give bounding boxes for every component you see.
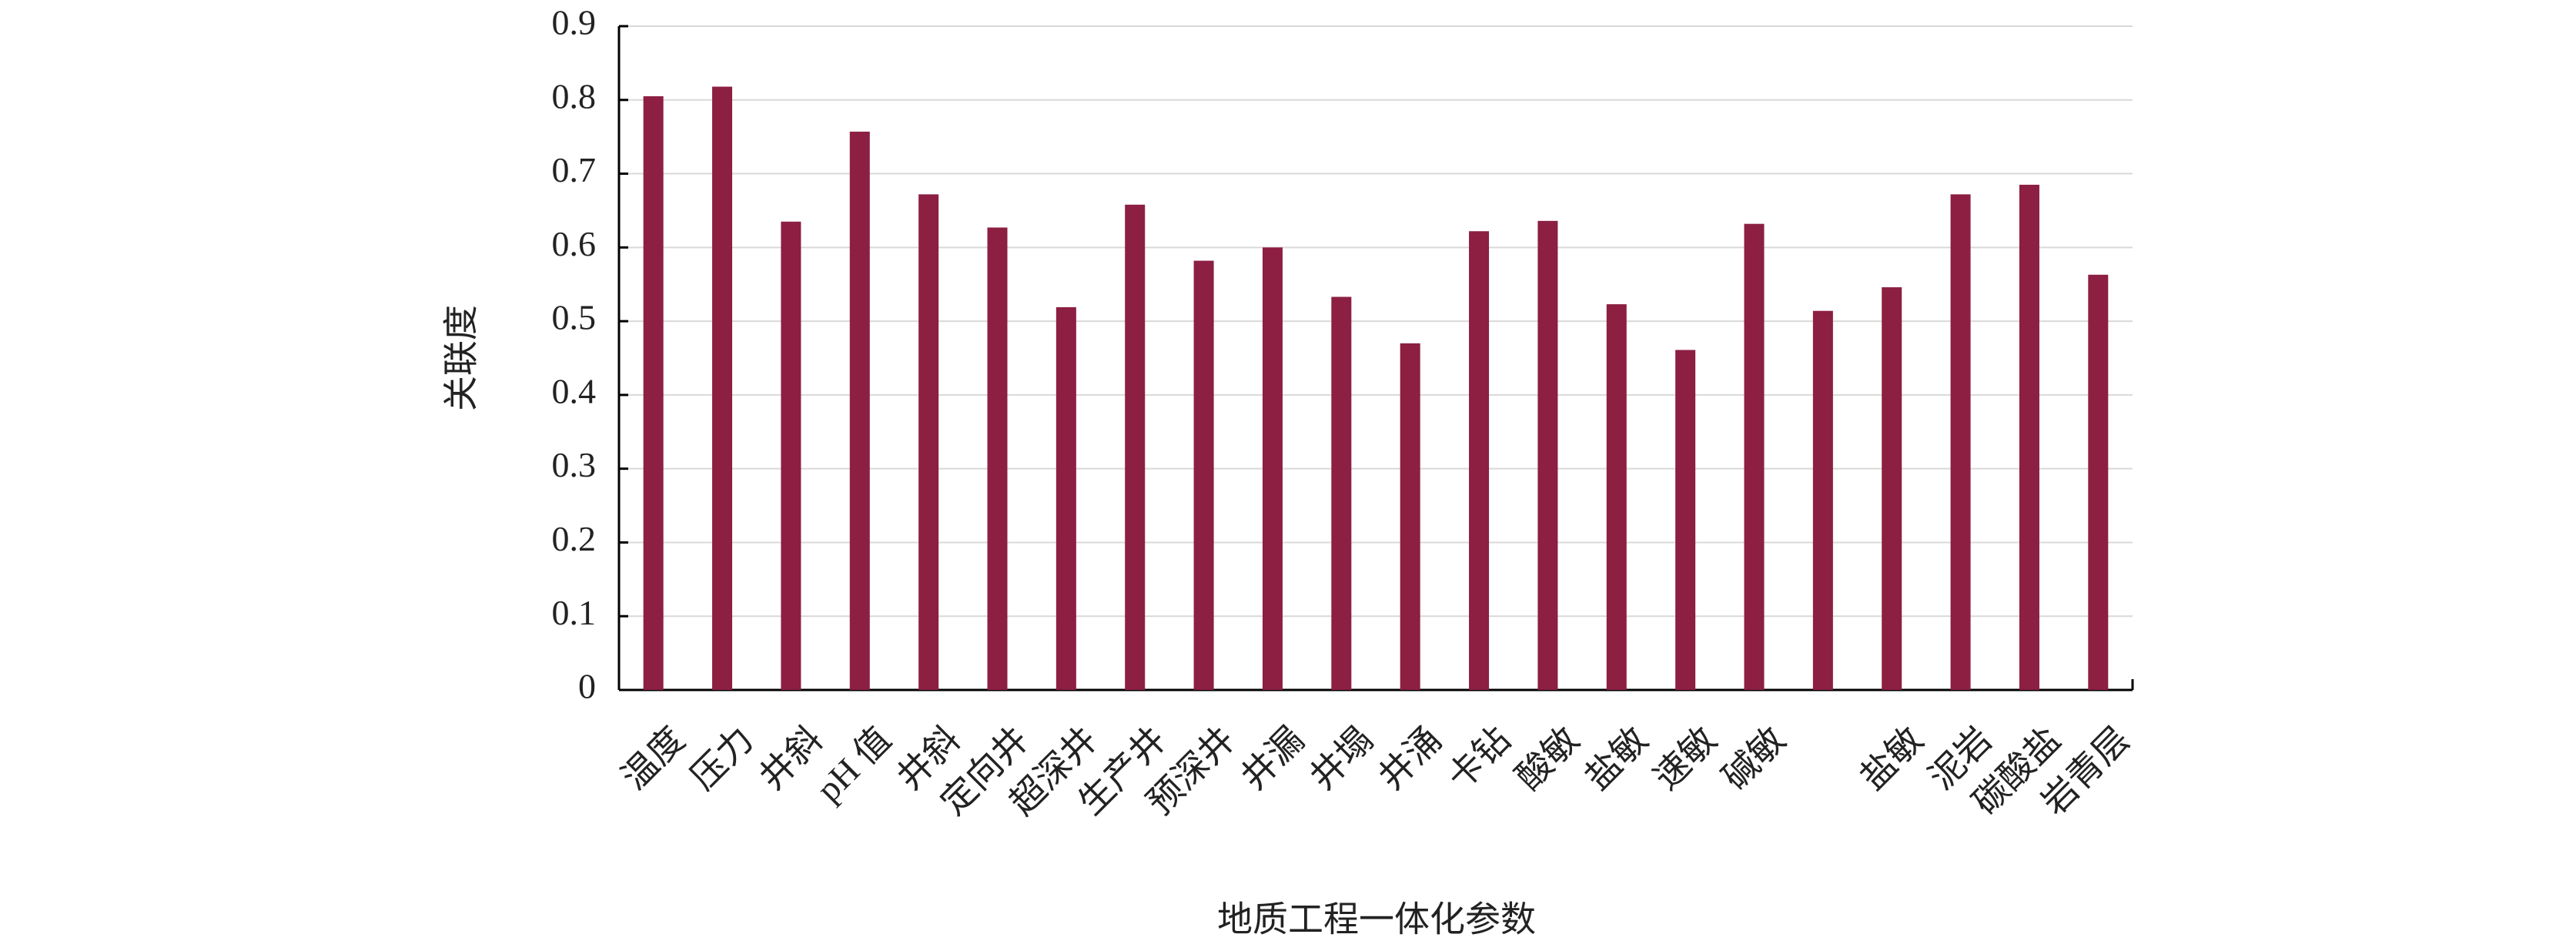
bar	[1882, 287, 1902, 690]
x-tick-label: 酸敏	[1509, 719, 1587, 797]
bar	[1744, 223, 1765, 690]
x-tick-label: 温度	[614, 719, 692, 797]
y-tick-label: 0.4	[552, 371, 597, 410]
bar	[1262, 247, 1283, 690]
bar	[987, 227, 1008, 690]
bar	[1331, 296, 1352, 690]
bar	[2019, 184, 2039, 690]
bar	[781, 221, 801, 690]
x-tick-label: 井塌	[1302, 719, 1380, 797]
y-tick-label: 0.2	[552, 519, 597, 558]
bar	[918, 194, 939, 690]
bar	[643, 95, 664, 690]
bar	[1055, 306, 1076, 690]
y-tick-label: 0.1	[552, 593, 597, 632]
y-tick-label: 0	[578, 667, 596, 706]
bar	[2088, 274, 2109, 690]
y-tick-label: 0.6	[552, 224, 597, 263]
x-tick-label: 压力	[683, 719, 761, 797]
x-tick-label: pH 值	[809, 719, 898, 809]
x-tick-label: 井漏	[1233, 719, 1311, 797]
y-tick-label: 0.5	[552, 298, 597, 337]
bar	[1400, 343, 1420, 690]
y-tick-label: 0.3	[552, 445, 597, 484]
bar	[1606, 304, 1627, 690]
bar	[712, 86, 733, 690]
bar	[1469, 231, 1490, 690]
bar	[1675, 350, 1696, 690]
x-tick-label: 井涌	[1371, 719, 1449, 797]
bar	[1812, 310, 1833, 690]
y-tick-label: 0.7	[552, 150, 597, 189]
bar	[1950, 194, 1971, 690]
bar	[1193, 260, 1214, 690]
y-tick-label: 0.9	[552, 3, 597, 42]
bar	[1537, 220, 1558, 690]
x-tick-label: 碱敏	[1715, 719, 1793, 797]
x-tick-label: 盐敏	[1577, 719, 1655, 797]
bar	[849, 131, 870, 690]
y-axis-label: 关联度	[442, 305, 481, 411]
x-tick-label: 卡钻	[1440, 719, 1517, 797]
x-tick-label: 盐敏	[1852, 719, 1930, 797]
bar	[1125, 204, 1146, 690]
x-tick-label: 速敏	[1646, 719, 1724, 797]
y-tick-label: 0.8	[552, 76, 597, 116]
x-axis-label: 地质工程一体化参数	[1217, 900, 1536, 939]
